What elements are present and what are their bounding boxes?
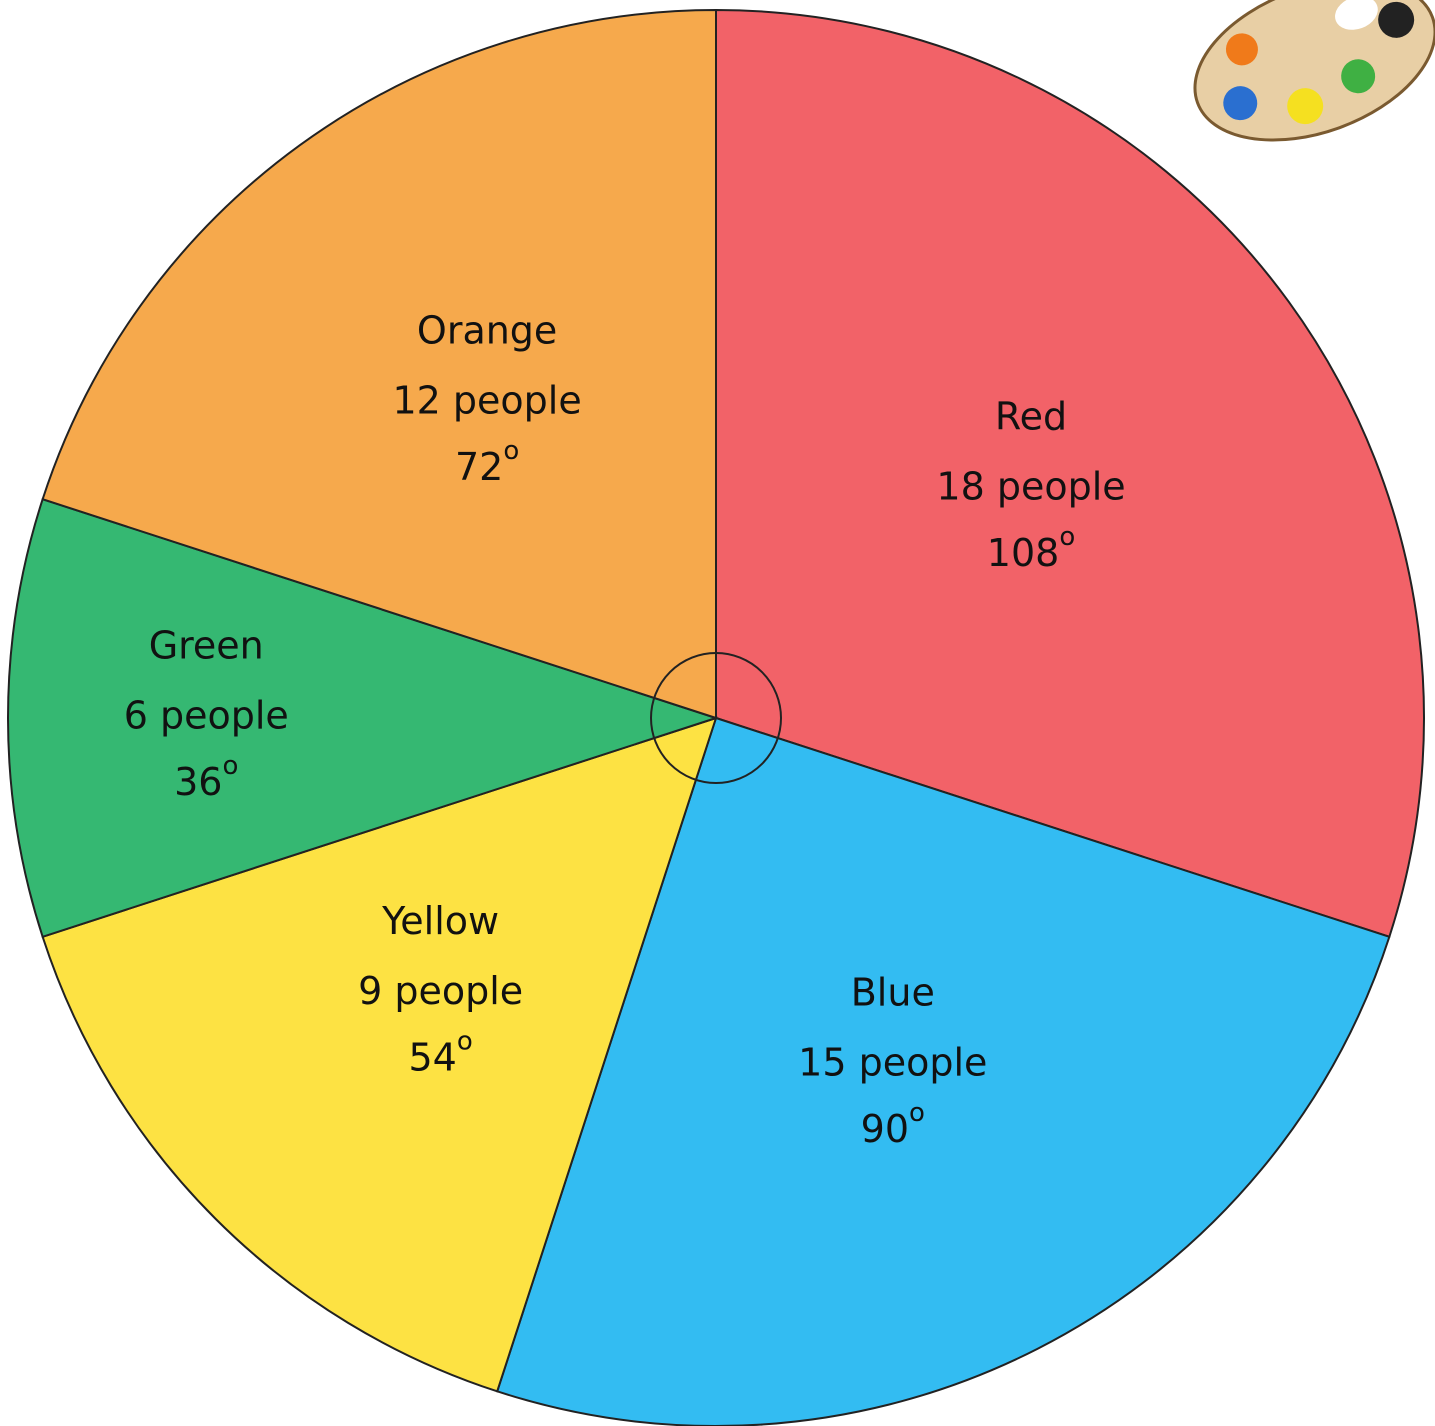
angle-label: 90o bbox=[861, 1097, 925, 1150]
pie-slice bbox=[41, 716, 718, 1393]
angle-value: 90 bbox=[861, 1106, 909, 1150]
slice-name: Yellow bbox=[381, 899, 499, 943]
value-label: 9 people bbox=[358, 969, 523, 1013]
angle-label: 54o bbox=[409, 1026, 473, 1079]
angle-unit: o bbox=[222, 751, 238, 781]
angle-value: 108 bbox=[987, 531, 1060, 575]
value-label: 12 people bbox=[392, 378, 581, 422]
angle-unit: o bbox=[457, 1026, 473, 1056]
paint bbox=[1378, 1, 1415, 38]
angle-value: 54 bbox=[409, 1035, 457, 1079]
palette-icon bbox=[1193, 0, 1435, 142]
value-label: 18 people bbox=[936, 465, 1125, 509]
slices bbox=[7, 8, 1425, 1426]
slice-name: Orange bbox=[417, 308, 557, 352]
angle-unit: o bbox=[1059, 522, 1075, 552]
angle-label: 108o bbox=[987, 522, 1075, 575]
pie-slice bbox=[7, 497, 720, 939]
paint bbox=[1341, 59, 1376, 94]
slice-name: Green bbox=[149, 624, 264, 668]
value-label: 6 people bbox=[124, 694, 289, 738]
value-label: 15 people bbox=[798, 1040, 987, 1084]
slice-name: Red bbox=[995, 395, 1067, 439]
palette-hole bbox=[1335, 0, 1378, 30]
pie-slice bbox=[41, 8, 717, 720]
pie-slice bbox=[715, 8, 1425, 939]
angle-value: 72 bbox=[455, 444, 503, 488]
slice-name: Blue bbox=[851, 970, 935, 1014]
angle-label: 36o bbox=[174, 751, 238, 804]
angle-value: 36 bbox=[174, 760, 222, 804]
paint bbox=[1287, 88, 1324, 125]
pie-slice bbox=[495, 716, 1391, 1426]
paint bbox=[1223, 86, 1258, 121]
angle-label: 72o bbox=[455, 435, 519, 488]
center-circle bbox=[650, 652, 782, 784]
angle-unit: o bbox=[909, 1097, 925, 1127]
paint bbox=[1225, 33, 1258, 66]
angle-unit: o bbox=[503, 435, 519, 465]
